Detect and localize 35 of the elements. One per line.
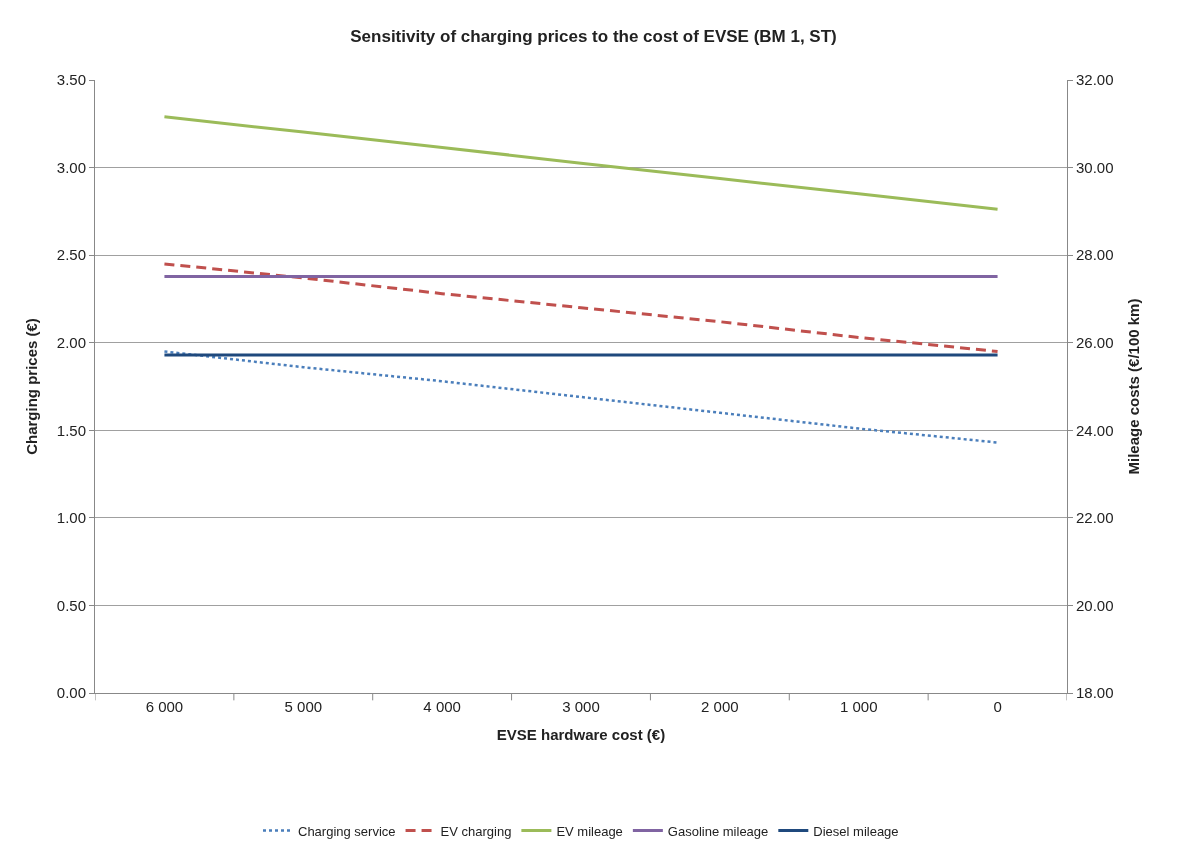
chart-title: Sensitivity of charging prices to the cost of EVSE (BM 1, ST) <box>350 26 837 46</box>
y-tick-label: 1.00 <box>56 509 86 527</box>
y-tick-label: 0.50 <box>56 596 86 614</box>
y2-axis-title: Mileage costs (€/100 km) <box>1124 298 1142 475</box>
x-tick-label: 5 000 <box>284 698 323 715</box>
x-tick-label: 4 000 <box>423 698 461 715</box>
y-tick-label: 3.00 <box>56 158 86 176</box>
x-tick-label: 1 000 <box>839 698 878 715</box>
x-tick-label: 2 000 <box>701 698 739 715</box>
line-series <box>163 350 999 444</box>
legend-label: Diesel mileage <box>813 823 899 839</box>
y-tick-label: 1.50 <box>56 421 86 439</box>
legend-label: Gasoline mileage <box>667 823 769 839</box>
legend-label: Charging service <box>298 823 396 839</box>
y-tick-label: 2.50 <box>56 246 86 264</box>
y2-tick-label: 20.00 <box>1076 596 1114 614</box>
y-tick-label: 0.00 <box>56 684 86 702</box>
y2-tick-label: 18.00 <box>1076 684 1114 702</box>
y2-tick-label: 28.00 <box>1076 246 1114 264</box>
x-axis-title: EVSE hardware cost (€) <box>496 726 666 743</box>
y-tick-label: 2.00 <box>56 333 86 351</box>
y-tick-label: 3.50 <box>56 71 86 89</box>
y2-tick-label: 22.00 <box>1076 509 1114 527</box>
y2-tick-label: 30.00 <box>1076 158 1114 176</box>
line-series <box>162 115 1000 211</box>
y2-tick-label: 32.00 <box>1076 71 1114 89</box>
line-series <box>162 262 1000 353</box>
y-axis-title: Charging prices (€) <box>23 318 41 455</box>
x-tick-label: 6 000 <box>145 698 184 715</box>
x-tick-label: 3 000 <box>562 698 600 715</box>
y2-tick-label: 26.00 <box>1076 333 1114 351</box>
x-tick-label: 0 <box>993 698 1002 715</box>
legend-label: EV charging <box>440 823 512 839</box>
legend-label: EV mileage <box>556 823 623 839</box>
y2-tick-label: 24.00 <box>1076 421 1114 439</box>
